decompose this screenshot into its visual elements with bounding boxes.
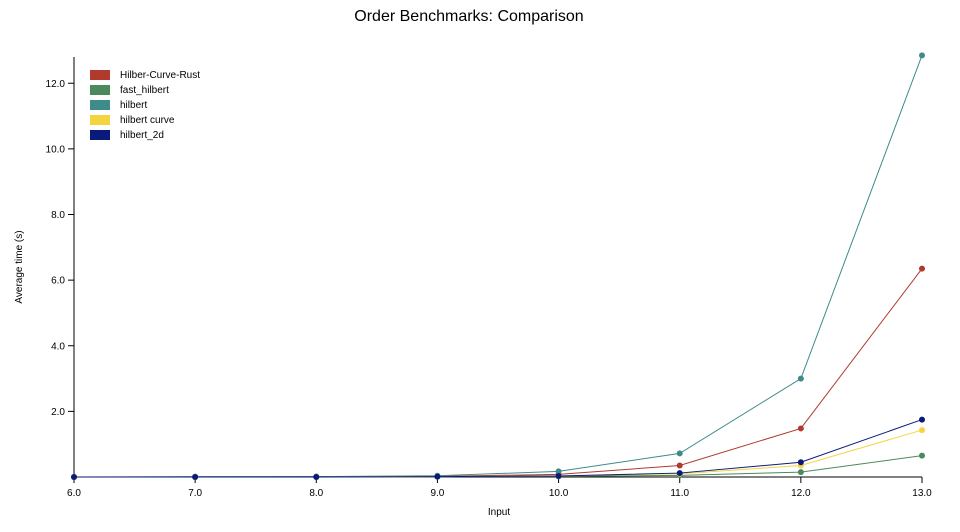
y-tick-label: 8.0 xyxy=(51,210,65,221)
legend-swatch-fast-hilbert xyxy=(90,85,110,95)
y-axis-label: Average time (s) xyxy=(14,230,25,303)
x-axis-label: Input xyxy=(488,507,510,518)
x-tick-label: 13.0 xyxy=(912,488,932,499)
data-point-fast-hilbert xyxy=(919,452,925,459)
y-tick-label: 2.0 xyxy=(51,407,65,418)
x-tick-label: 6.0 xyxy=(67,488,81,499)
data-point-hilbert-curve xyxy=(919,427,925,434)
y-tick-label: 6.0 xyxy=(51,276,65,287)
data-point-hilbert-2d xyxy=(434,473,441,480)
series-hilbert-2d xyxy=(71,416,925,480)
data-point-hilbert-2d xyxy=(313,474,320,480)
legend-swatch-hilber-curve-rust xyxy=(90,70,110,80)
legend-swatch-hilbert xyxy=(90,100,110,110)
data-point-hilbert xyxy=(676,450,683,457)
data-point-fast-hilbert xyxy=(797,469,804,476)
data-point-hilber-curve-rust xyxy=(919,265,925,272)
chart-title: Order Benchmarks: Comparison xyxy=(354,8,583,25)
data-point-hilbert-2d xyxy=(797,459,804,466)
data-point-hilbert-2d xyxy=(919,416,925,423)
x-tick-label: 9.0 xyxy=(430,488,444,499)
legend-swatch-hilbert-curve xyxy=(90,115,110,125)
data-point-hilber-curve-rust xyxy=(797,425,804,432)
data-point-hilber-curve-rust xyxy=(676,462,683,469)
legend-label-hilbert: hilbert xyxy=(120,100,147,111)
y-tick-label: 4.0 xyxy=(51,341,65,352)
data-point-hilbert xyxy=(919,52,925,59)
x-tick-label: 11.0 xyxy=(670,488,689,499)
legend-label-hilbert-curve: hilbert curve xyxy=(120,115,175,126)
data-point-hilbert-2d xyxy=(71,474,77,480)
series-line-hilbert-2d xyxy=(74,419,923,478)
data-point-hilbert-2d xyxy=(555,473,562,480)
x-tick-label: 12.0 xyxy=(791,488,811,499)
y-tick-label: 10.0 xyxy=(46,144,66,155)
y-tick-label: 12.0 xyxy=(46,79,66,90)
series-line-hilber-curve-rust xyxy=(74,268,923,478)
data-point-hilbert xyxy=(555,468,562,475)
x-tick-label: 10.0 xyxy=(549,488,569,499)
legend-label-fast-hilbert: fast_hilbert xyxy=(120,85,169,96)
data-point-hilbert xyxy=(797,375,804,382)
series-line-hilbert-curve xyxy=(74,429,923,478)
series-lines xyxy=(71,52,925,480)
x-tick-label: 7.0 xyxy=(188,488,202,499)
legend-label-hilbert-2d: hilbert_2d xyxy=(120,130,164,141)
data-point-hilbert-2d xyxy=(192,474,199,480)
series-line-hilbert xyxy=(73,55,923,478)
legend-swatch-hilbert-2d xyxy=(90,130,110,140)
legend-label-hilber-curve-rust: Hilber-Curve-Rust xyxy=(120,70,200,81)
series-hilber-curve-rust xyxy=(71,265,925,480)
x-tick-label: 8.0 xyxy=(309,488,323,499)
axes: 6.0 7.0 8.0 9.0 10.0 11.0 12.0 13.0 2.0 4.0 6.0 8.0… xyxy=(46,57,932,499)
data-point-hilbert-2d xyxy=(676,470,683,477)
series-hilbert xyxy=(71,52,925,480)
